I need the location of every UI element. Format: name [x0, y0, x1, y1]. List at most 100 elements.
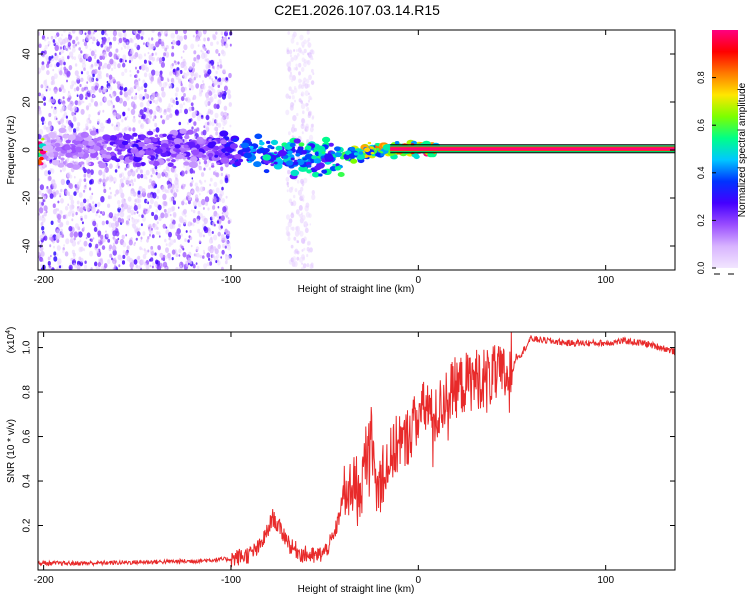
spectrogram-cell: [145, 169, 150, 176]
colorbar-tick-label: 0.6: [696, 119, 706, 132]
spectrogram-cell: [139, 246, 142, 251]
spectrogram-cell: [311, 190, 315, 195]
spectrogram-cell: [122, 100, 127, 107]
spectrogram-cell: [38, 250, 41, 256]
spectrogram-cell: [120, 218, 125, 224]
spectrogram-cell: [303, 77, 307, 83]
spectrogram-ridge-cell: [220, 157, 230, 164]
spectrogram-cell: [41, 216, 46, 223]
spectrogram-x-axis: -200 -100 0 100: [34, 30, 614, 286]
spectrogram-cell: [216, 41, 219, 45]
spectrogram-cell: [93, 55, 97, 60]
spectrogram-cell: [286, 181, 289, 186]
spectrogram-cell: [90, 267, 93, 270]
spectrogram-cell: [43, 102, 46, 106]
spectrogram-cell: [64, 251, 69, 257]
spectrogram-cell: [143, 72, 148, 78]
spectrogram-ridge-cell: [376, 148, 380, 151]
spectrogram-cell: [160, 262, 163, 267]
spectrogram-cell: [218, 193, 223, 199]
spectrogram-ridge-cell: [382, 144, 392, 151]
spectrogram-cell: [156, 189, 160, 194]
spectrogram-ridge-cell: [345, 150, 352, 155]
spectrogram-cell: [47, 44, 50, 47]
spectrogram-cell: [155, 41, 160, 48]
spectrogram-ridge-cell: [242, 142, 250, 148]
spectrogram-cell: [130, 267, 133, 270]
spectrogram-cell: [211, 231, 214, 234]
spectrogram-cell: [207, 69, 212, 75]
spectrogram-cell: [123, 37, 127, 43]
spectrogram-cell: [170, 218, 174, 222]
spectrogram-cell: [107, 99, 112, 107]
spectrogram-cell: [52, 68, 55, 72]
spectrogram-cell: [108, 74, 113, 80]
spectrogram-cell: [67, 92, 71, 98]
spectrogram-cell: [131, 223, 135, 227]
spectrogram-cell: [305, 102, 309, 107]
spectrogram-cell: [195, 246, 200, 252]
spectrogram-cell: [109, 86, 113, 91]
spectrogram-cell: [93, 227, 98, 232]
spectrogram-cell: [43, 205, 48, 212]
spectrogram-cell: [103, 188, 107, 194]
spectrogram-ridge-cell: [188, 161, 198, 168]
spectrogram-cell: [152, 118, 155, 122]
spectrogram-cell: [205, 114, 210, 121]
spectrogram-cell: [77, 122, 81, 127]
spectrogram-cell: [66, 79, 68, 83]
spectrogram-cell: [49, 168, 53, 173]
spectrogram-cell: [73, 258, 75, 262]
spectrogram-cell: [47, 256, 51, 261]
spectrogram-cell: [207, 246, 212, 252]
spectrogram-cell: [112, 30, 117, 37]
spectrogram-cell: [121, 207, 125, 213]
spectrogram-cell: [187, 257, 192, 264]
spectrogram-cell: [301, 118, 305, 124]
spectrogram-cell: [213, 234, 218, 241]
spectrogram-cell: [138, 214, 141, 217]
spectrogram-cell: [148, 60, 150, 63]
spectrogram-cell: [42, 161, 46, 167]
spectrogram-cell: [158, 235, 161, 238]
spectrogram-cell: [45, 55, 49, 61]
spectrogram-cell: [192, 218, 197, 223]
spectrogram-cell: [302, 44, 305, 49]
spectrogram-ridge-cell: [179, 128, 187, 134]
spectrogram-cell: [305, 202, 310, 208]
spectrogram-cell: [38, 207, 44, 214]
spectrogram-cell: [221, 266, 224, 270]
spectrogram-cell: [131, 96, 134, 100]
spectrogram-cell: [165, 255, 168, 260]
spectrogram-cell: [144, 250, 148, 255]
spectrogram-cell: [65, 220, 70, 226]
spectrogram-cell: [147, 51, 150, 55]
spectrogram-cell: [202, 30, 207, 35]
spectrogram-cell: [77, 241, 80, 245]
spectrogram-cell: [178, 248, 182, 254]
spectrogram-cell: [307, 83, 310, 88]
spectrogram-cell: [125, 177, 130, 184]
spectrogram-cell: [141, 188, 146, 194]
spectrogram-cell: [52, 108, 58, 115]
spectrogram-cell: [197, 210, 201, 215]
spectrogram-cell: [213, 82, 216, 87]
spectrogram-cell: [217, 99, 222, 105]
spectrogram-cell: [130, 101, 136, 108]
spectrogram-cell: [42, 64, 45, 68]
snr-y-multiplier-base: (x10: [6, 333, 17, 353]
spectrogram-cell: [121, 119, 124, 123]
spectrogram-cell: [112, 245, 117, 252]
spectrogram-cell: [64, 125, 66, 128]
spectrogram-cell: [183, 65, 188, 71]
spectrogram-cell: [121, 182, 125, 188]
spectrogram-ridge-cell: [147, 155, 152, 159]
spectrogram-cell: [40, 251, 45, 257]
spectrogram-cell: [128, 180, 131, 184]
spectrogram-cell: [47, 175, 52, 181]
spectrogram-cell: [308, 111, 311, 116]
spectrogram-ridge-cell: [62, 133, 70, 139]
spectrogram-cell: [285, 225, 290, 232]
spectrogram-cell: [174, 179, 179, 186]
spectrogram-cell: [60, 84, 64, 90]
